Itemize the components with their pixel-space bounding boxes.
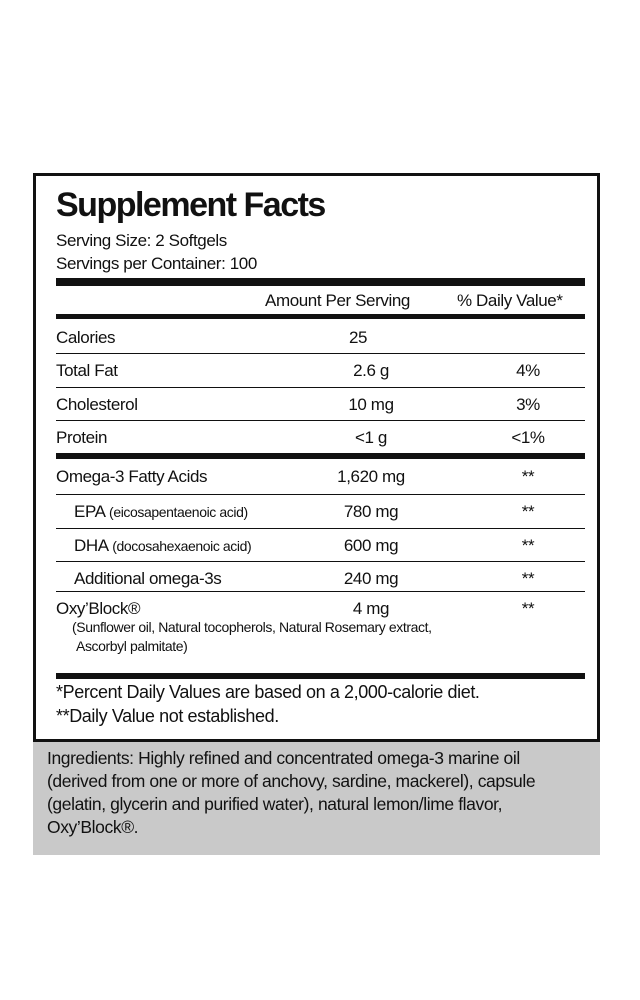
amount: 10 mg <box>348 395 394 414</box>
row-rule <box>56 494 585 495</box>
rule <box>56 314 585 319</box>
daily-value: ** <box>521 502 535 521</box>
row-rule <box>56 353 585 354</box>
facts-panel: Supplement Facts Serving Size: 2 Softgel… <box>33 173 600 742</box>
amount: 25 <box>348 328 368 347</box>
ingredient-line: Oxy’Block®. <box>47 817 139 837</box>
amount: 600 mg <box>343 536 399 555</box>
footnote: **Daily Value not established. <box>56 706 279 726</box>
amount: 2.6 g <box>353 361 389 380</box>
row-rule <box>56 420 585 421</box>
ingredients: Ingredients: Highly refined and concentr… <box>33 742 600 855</box>
amount: <1 g <box>355 428 387 447</box>
row-name: Omega-3 Fatty Acids <box>56 467 208 486</box>
row-rule <box>56 387 585 388</box>
title: Supplement Facts <box>56 186 326 224</box>
rule <box>56 278 585 286</box>
ingredient-line: (derived from one or more of anchovy, sa… <box>47 771 536 791</box>
daily-value: ** <box>521 536 535 555</box>
row-rule <box>56 528 585 529</box>
header-dv: % Daily Value* <box>457 291 563 310</box>
row-name: Additional omega-3s <box>74 569 222 588</box>
row-name: Protein <box>56 428 108 447</box>
header-amount: Amount Per Serving <box>265 291 410 310</box>
amount: 780 mg <box>343 502 399 521</box>
daily-value: ** <box>521 569 535 588</box>
daily-value: 4% <box>516 361 540 380</box>
row-name: EPA (eicosapentaenoic acid) <box>74 502 248 521</box>
amount: 4 mg <box>352 599 390 618</box>
ingredient-line: Ingredients: Highly refined and concentr… <box>47 748 520 768</box>
daily-value: <1% <box>511 428 545 447</box>
serving-size: Serving Size: 2 Softgels <box>56 231 227 250</box>
row-name: Total Fat <box>56 361 118 380</box>
row-name: Calories <box>56 328 116 347</box>
row-name: Oxy’Block® <box>56 599 141 618</box>
row-name: DHA (docosahexaenoic acid) <box>74 536 252 555</box>
servings: Servings per Container: 100 <box>56 254 257 273</box>
row-name: Cholesterol <box>56 395 138 414</box>
footnote: *Percent Daily Values are based on a 2,0… <box>56 682 480 702</box>
amount: 240 mg <box>343 569 399 588</box>
row-rule <box>56 561 585 562</box>
row-note: (docosahexaenoic acid) <box>108 538 252 554</box>
daily-value: ** <box>521 467 535 486</box>
daily-value: ** <box>521 599 535 618</box>
amount: 1,620 mg <box>337 467 405 486</box>
row-note: Ascorbyl palmitate) <box>76 638 188 654</box>
row-rule <box>56 591 585 592</box>
ingredient-line: (gelatin, glycerin and purified water), … <box>47 794 503 814</box>
row-note: (eicosapentaenoic acid) <box>105 504 248 520</box>
rule <box>56 453 585 459</box>
rule <box>56 673 585 679</box>
daily-value: 3% <box>516 395 540 414</box>
row-note: (Sunflower oil, Natural tocopherols, Nat… <box>72 619 432 635</box>
